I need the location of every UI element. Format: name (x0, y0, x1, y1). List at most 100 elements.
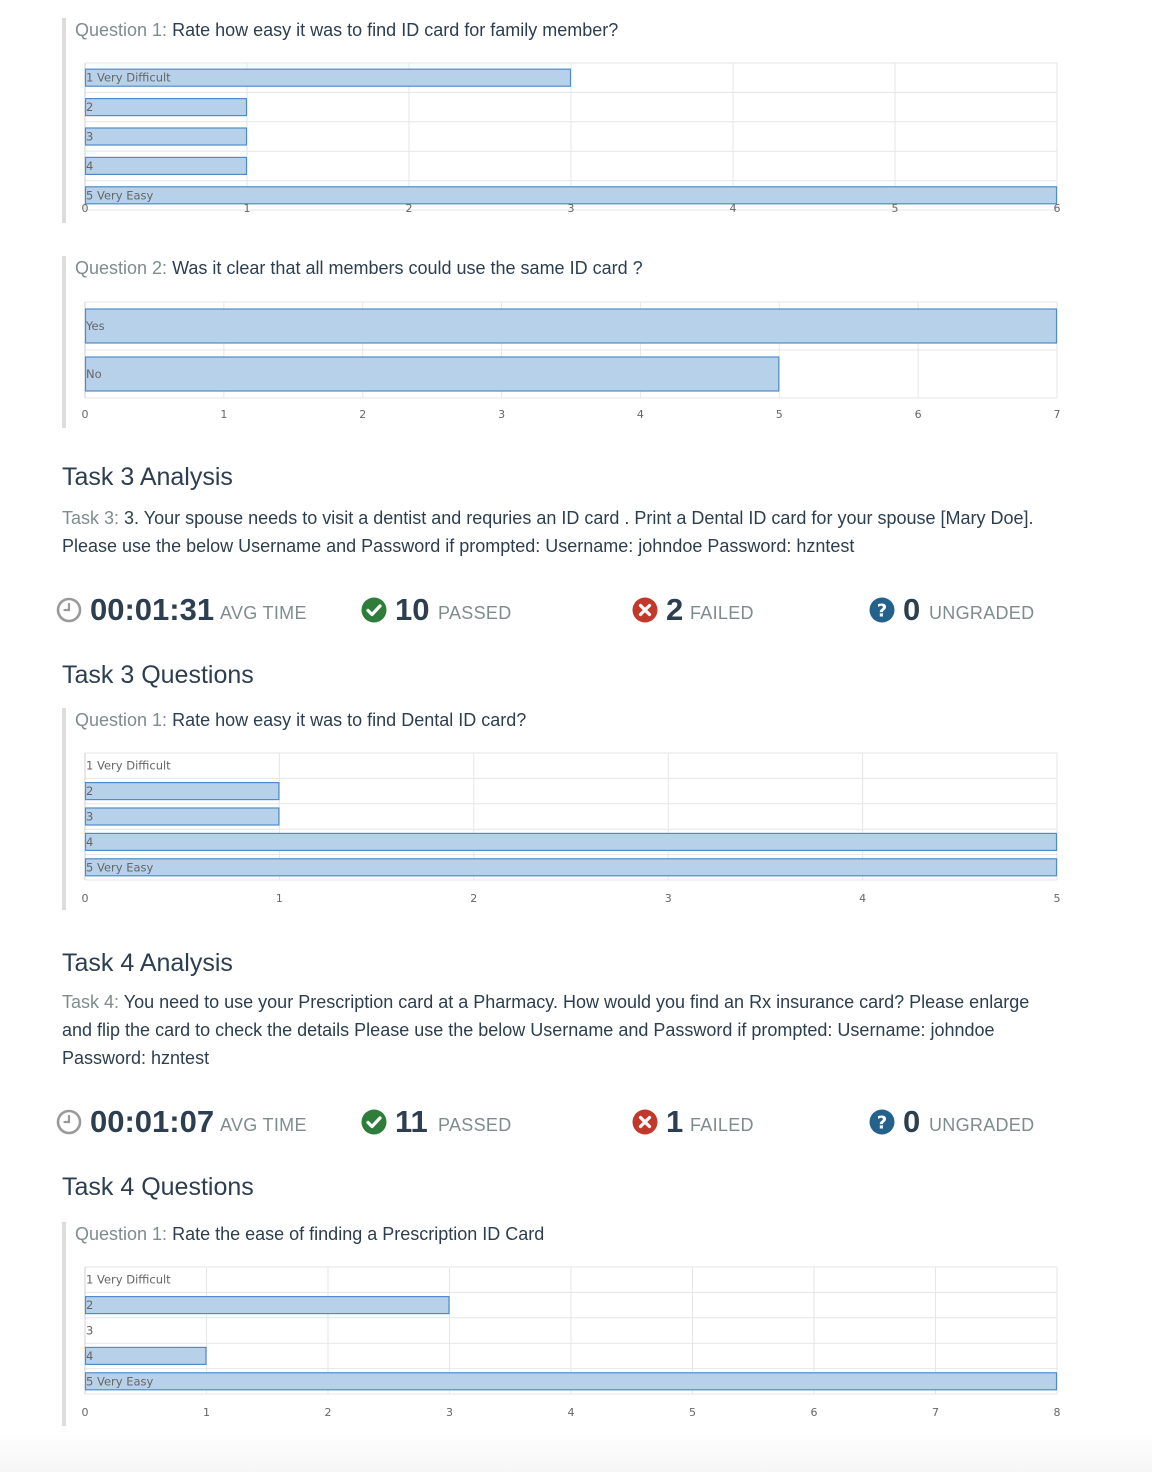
category-label: 3 (86, 1324, 93, 1338)
task-description-text: You need to use your Prescription card a… (62, 992, 1030, 1068)
chart-bar (84, 156, 248, 175)
chart-bar (84, 1372, 1058, 1391)
x-tick-label: 5 (689, 1406, 696, 1419)
avg-time-label: AVG TIME (220, 1115, 307, 1135)
failed-value: 1 (666, 1104, 684, 1139)
question-title: Question 1: Rate how easy it was to find… (75, 18, 618, 42)
failed-label: FAILED (690, 1115, 754, 1135)
chart-bar (84, 858, 1058, 877)
x-tick-label: 0 (82, 202, 89, 215)
category-label: Yes (85, 319, 105, 333)
x-tick-label: 3 (498, 408, 505, 421)
chart-bar (84, 832, 1058, 852)
category-label: 5 Very Easy (86, 1374, 154, 1388)
svg-text:?: ? (877, 601, 887, 622)
x-circle-icon (632, 1109, 658, 1135)
question-block: Question 1: Rate the ease of finding a P… (62, 1222, 1066, 1426)
bar-chart: Yes No 0 1 2 3 4 5 6 7 (82, 301, 1061, 421)
category-label: 2 (86, 1298, 93, 1312)
failed-value: 2 (666, 592, 684, 627)
category-label: 5 Very Easy (86, 188, 154, 202)
chart-bar (84, 781, 280, 801)
page-bottom-fade (0, 1430, 1152, 1472)
category-label: 2 (86, 784, 93, 798)
question-title: Question 1: Rate how easy it was to find… (75, 708, 526, 732)
task-label: Task 4: (62, 992, 120, 1012)
ungraded-label: UNGRADED (929, 1115, 1035, 1135)
question-block: Question 1: Rate how easy it was to find… (62, 708, 1066, 910)
x-tick-label: 1 (276, 892, 283, 905)
chart-bar (84, 186, 1058, 205)
chart-bar (84, 97, 248, 117)
x-tick-label: 3 (568, 202, 575, 215)
chart-bar (84, 1346, 207, 1366)
x-tick-label: 7 (1054, 408, 1061, 421)
x-tick-label: 7 (932, 1406, 939, 1419)
question-text: Rate the ease of finding a Prescription … (172, 1224, 545, 1244)
task4-stats: 00:01:07 AVG TIME 11 PASSED 1 FAILED ? 0… (56, 1102, 1056, 1142)
bar-chart: 1 Very Difficult 2 3 4 5 Very Easy 0 1 2 3 4 5 (82, 752, 1061, 905)
question-prefix: Question 2: (75, 258, 168, 278)
ungraded-label: UNGRADED (929, 603, 1035, 623)
passed-value: 10 (395, 592, 430, 627)
category-label: 2 (86, 100, 93, 114)
check-circle-icon (361, 1109, 387, 1135)
category-label: 4 (86, 1349, 93, 1363)
x-tick-label: 6 (915, 408, 922, 421)
x-tick-label: 4 (730, 202, 737, 215)
question-prefix: Question 1: (75, 1224, 168, 1244)
avg-time-label: AVG TIME (220, 603, 307, 623)
x-tick-label: 4 (568, 1406, 575, 1419)
category-label: 4 (86, 159, 93, 173)
question-block: Question 1: Rate how easy it was to find… (62, 18, 1066, 223)
chart-bar (84, 127, 248, 146)
question-prefix: Question 1: (75, 20, 168, 40)
x-tick-label: 0 (82, 1406, 89, 1419)
x-tick-label: 6 (1054, 202, 1061, 215)
x-tick-label: 2 (406, 202, 413, 215)
x-tick-label: 1 (220, 408, 227, 421)
category-label: 3 (86, 130, 93, 144)
task4-description: Task 4: You need to use your Prescriptio… (62, 988, 1062, 1072)
category-label: 3 (86, 810, 93, 824)
question-text: Rate how easy it was to find ID card for… (172, 20, 619, 40)
x-tick-label: 8 (1054, 1406, 1061, 1419)
ungraded-value: 0 (903, 592, 921, 627)
x-tick-label: 6 (811, 1406, 818, 1419)
avg-time-value: 00:01:07 (90, 1104, 215, 1139)
avg-time-value: 00:01:31 (90, 592, 215, 627)
x-tick-label: 2 (359, 408, 366, 421)
question-prefix: Question 1: (75, 710, 168, 730)
question-text: Rate how easy it was to find Dental ID c… (172, 710, 527, 730)
task4-analysis-heading: Task 4 Analysis (62, 949, 233, 977)
svg-text:?: ? (877, 1113, 887, 1134)
ungraded-value: 0 (903, 1104, 921, 1139)
x-tick-label: 1 (244, 202, 251, 215)
question-block: Question 2: Was it clear that all member… (62, 256, 1066, 428)
question-text: Was it clear that all members could use … (172, 258, 643, 278)
category-label: 1 Very Difficult (86, 71, 171, 85)
failed-label: FAILED (690, 603, 754, 623)
x-tick-label: 5 (892, 202, 899, 215)
category-label: 1 Very Difficult (86, 1273, 171, 1287)
task-description-text: 3. Your spouse needs to visit a dentist … (62, 508, 1034, 556)
task-label: Task 3: (62, 508, 120, 528)
clock-icon (56, 1109, 82, 1135)
task3-stats: 00:01:31 AVG TIME 10 PASSED 2 FAILED ? 0… (56, 590, 1056, 630)
x-tick-label: 3 (665, 892, 672, 905)
task3-analysis-heading: Task 3 Analysis (62, 463, 233, 491)
x-circle-icon (632, 597, 658, 623)
question-title: Question 2: Was it clear that all member… (75, 256, 643, 280)
task3-questions-heading: Task 3 Questions (62, 661, 254, 689)
clock-icon (56, 597, 82, 623)
x-tick-label: 4 (637, 408, 644, 421)
chart-bar (84, 68, 572, 87)
bar-chart: 1 Very Difficult 2 3 4 5 Very Easy 0 1 2 3 4 5 6 7 8 (82, 1266, 1061, 1419)
check-circle-icon (361, 597, 387, 623)
x-tick-label: 4 (859, 892, 866, 905)
category-label: 1 Very Difficult (86, 759, 171, 773)
x-tick-label: 5 (776, 408, 783, 421)
x-tick-label: 2 (325, 1406, 332, 1419)
category-label: No (86, 367, 102, 381)
